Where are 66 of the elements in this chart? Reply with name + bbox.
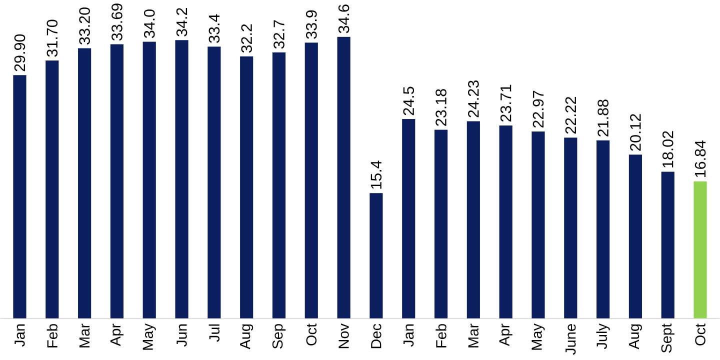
x-tick-label: Mar — [79, 324, 90, 348]
x-tick-label: Sep — [272, 324, 286, 349]
data-label: 20.12 — [630, 114, 641, 151]
data-label: 33.4 — [208, 14, 220, 43]
bar — [466, 121, 480, 318]
x-tick-label: Nov — [338, 324, 349, 348]
bar — [499, 126, 512, 318]
x-tick-label: Sept — [661, 324, 674, 353]
bar — [434, 130, 448, 318]
bar — [46, 60, 59, 318]
x-tick-label: Oct — [695, 324, 706, 346]
bar — [596, 140, 610, 318]
bar — [208, 46, 221, 318]
bar — [694, 181, 707, 318]
x-tick-label: Aug — [240, 324, 254, 350]
data-label: 29.90 — [14, 34, 26, 72]
bar — [661, 172, 674, 318]
data-label: 21.88 — [598, 100, 608, 136]
x-tick-label: Oct — [306, 324, 317, 346]
bar — [337, 36, 350, 318]
data-label: 24.23 — [468, 80, 479, 118]
data-label: 34.0 — [144, 10, 155, 38]
x-tick-label: Dec — [371, 324, 382, 348]
data-label: 22.97 — [532, 90, 544, 128]
data-label: 22.22 — [565, 97, 576, 134]
x-tick-label: Jul — [208, 324, 220, 342]
data-label: 23.18 — [436, 89, 446, 126]
bar — [142, 42, 156, 318]
x-tick-label: June — [566, 324, 576, 355]
bar — [13, 75, 26, 318]
data-label: 31.70 — [46, 20, 58, 57]
bar — [240, 56, 254, 318]
bar — [628, 154, 642, 318]
data-label: 16.84 — [694, 140, 706, 178]
x-tick-label: Jan — [404, 324, 414, 347]
data-label: 32.7 — [274, 20, 284, 49]
data-label: 15.4 — [370, 160, 382, 189]
x-tick-label: Aug — [628, 324, 642, 350]
bar — [402, 119, 416, 318]
bar — [110, 44, 124, 318]
data-label: 34.6 — [338, 4, 350, 34]
bar — [78, 48, 92, 318]
x-tick-label: Feb — [46, 324, 58, 348]
x-tick-label: May — [142, 324, 156, 350]
x-tick-label: Apr — [499, 324, 512, 346]
data-label: 18.02 — [662, 131, 674, 168]
data-label: 33.20 — [79, 8, 90, 45]
x-tick-label: Jun — [176, 324, 187, 347]
x-tick-label: May — [532, 324, 545, 350]
bar — [272, 52, 286, 318]
x-tick-label: Feb — [436, 324, 446, 348]
data-label: 32.2 — [241, 24, 252, 53]
bar — [304, 42, 318, 318]
bar — [175, 40, 188, 318]
bar — [564, 138, 578, 318]
x-tick-label: Jan — [14, 324, 25, 347]
x-tick-label: Mar — [468, 324, 478, 348]
bar — [370, 193, 383, 318]
data-label: 24.5 — [403, 86, 414, 116]
x-tick-label: July — [596, 324, 610, 350]
data-label: 34.2 — [176, 8, 188, 36]
bar — [532, 132, 545, 318]
data-label: 33.69 — [112, 4, 122, 41]
data-label: 33.9 — [306, 10, 317, 39]
x-tick-label: Apr — [110, 324, 124, 346]
data-label: 23.71 — [500, 84, 512, 122]
